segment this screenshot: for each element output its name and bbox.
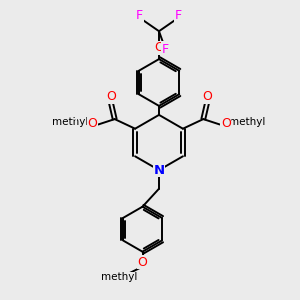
Text: O: O — [87, 117, 97, 130]
Text: methyl: methyl — [101, 272, 138, 282]
Text: O: O — [106, 90, 116, 104]
Text: F: F — [162, 43, 169, 56]
Text: methyl: methyl — [72, 118, 76, 120]
Text: F: F — [136, 9, 143, 22]
Text: O: O — [221, 117, 231, 130]
Text: N: N — [153, 164, 165, 177]
Text: O: O — [202, 90, 212, 104]
Text: methyl: methyl — [229, 117, 266, 127]
Text: methyl: methyl — [79, 120, 84, 121]
Text: F: F — [175, 9, 182, 22]
Text: O: O — [154, 41, 164, 54]
Text: O: O — [138, 256, 147, 269]
Text: methyl: methyl — [52, 117, 89, 127]
